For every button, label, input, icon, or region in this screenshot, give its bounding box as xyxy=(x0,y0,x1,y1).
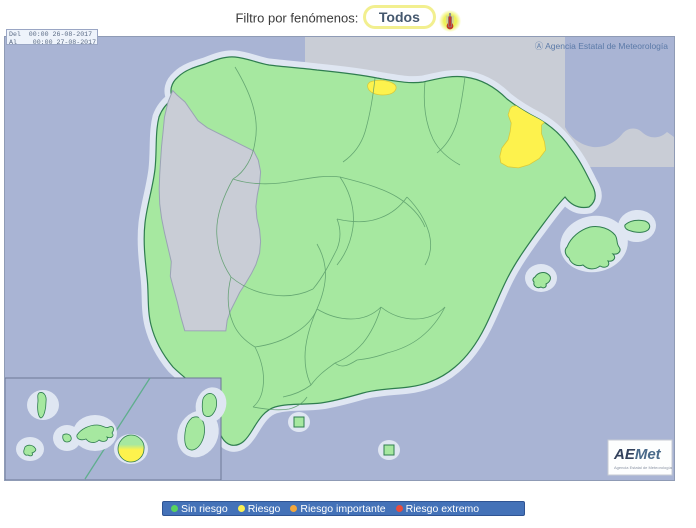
svg-text:AEMet: AEMet xyxy=(613,446,662,463)
svg-text:Agencia Estatal de Meteorologí: Agencia Estatal de Meteorología xyxy=(614,465,673,470)
